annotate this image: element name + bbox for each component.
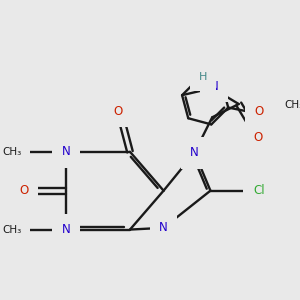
Text: CH₃: CH₃ [3, 147, 22, 157]
Text: O: O [255, 106, 264, 118]
Text: N: N [210, 80, 218, 93]
Text: O: O [254, 131, 263, 144]
Text: N: N [190, 146, 199, 159]
Text: CH₃: CH₃ [284, 100, 300, 110]
Text: O: O [113, 105, 122, 118]
Text: O: O [19, 184, 28, 197]
Text: N: N [62, 145, 71, 158]
Text: Cl: Cl [253, 184, 265, 197]
Text: N: N [62, 223, 71, 236]
Text: N: N [159, 221, 168, 234]
Text: CH₃: CH₃ [3, 225, 22, 235]
Text: H: H [199, 73, 208, 82]
